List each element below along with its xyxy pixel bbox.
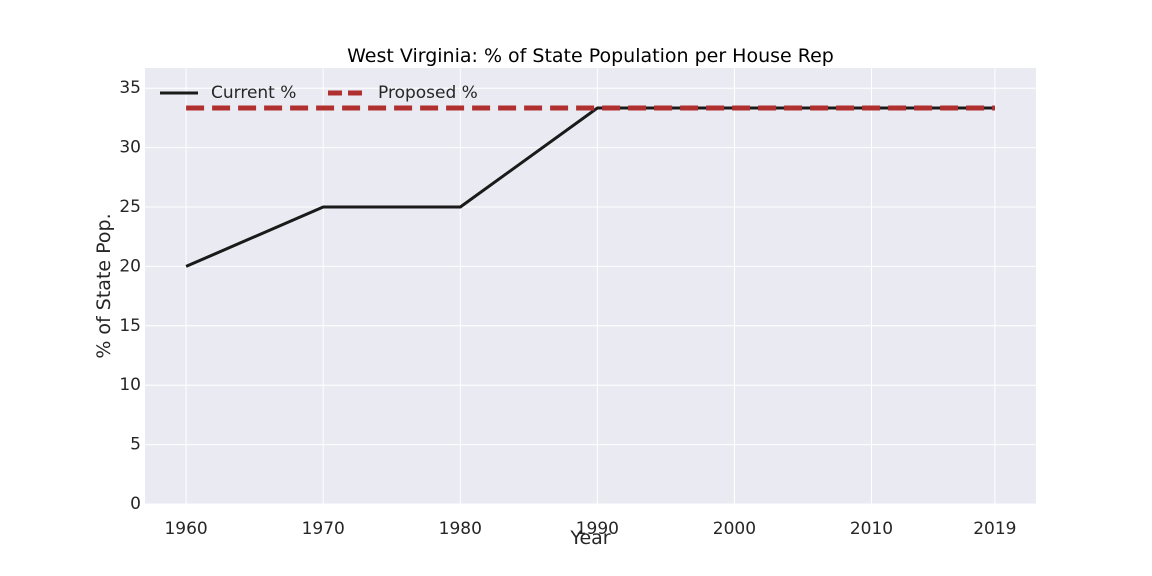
x-tick-label: 1990 (576, 519, 619, 539)
x-axis-ticks: 1960 1970 1980 1990 2000 2010 2019 (164, 519, 1016, 539)
x-tick-label: 1970 (302, 519, 345, 539)
x-tick-label: 1980 (439, 519, 482, 539)
y-tick-label: 0 (130, 494, 141, 514)
legend-label: Current % (211, 83, 296, 103)
y-tick-label: 15 (119, 316, 141, 336)
y-axis-ticks: 0 5 10 15 20 25 30 35 (119, 78, 141, 514)
chart-title: West Virginia: % of State Population per… (347, 45, 834, 67)
y-tick-label: 35 (119, 78, 141, 98)
y-tick-label: 10 (119, 375, 141, 395)
grid-lines (145, 68, 1036, 505)
legend-label: Proposed % (378, 83, 478, 103)
x-tick-label: 2010 (850, 519, 893, 539)
y-axis-label: % of State Pop. (93, 213, 115, 358)
x-tick-label: 2000 (713, 519, 756, 539)
x-tick-label: 2019 (973, 519, 1016, 539)
y-tick-label: 20 (119, 256, 141, 276)
plot-area (145, 68, 1036, 504)
legend: Current % Proposed % (160, 83, 478, 103)
y-tick-label: 5 (130, 435, 141, 455)
x-axis-label: Year (569, 527, 610, 549)
series-lines (185, 105, 995, 268)
y-tick-label: 30 (119, 138, 141, 158)
x-tick-label: 1960 (164, 519, 207, 539)
y-tick-label: 25 (119, 197, 141, 217)
